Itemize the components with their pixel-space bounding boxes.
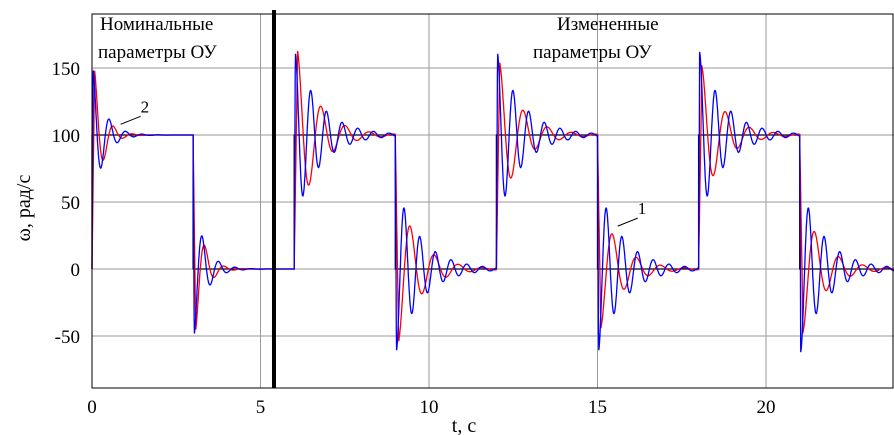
annotation-changed-line2: параметры ОУ	[533, 42, 652, 63]
response-series	[91, 50, 894, 353]
y-tick-label: -50	[55, 327, 80, 348]
curve-label-1: 1	[638, 199, 647, 218]
y-tick-label: 150	[52, 59, 81, 80]
curve-leader-1	[617, 217, 638, 227]
x-tick-label: 5	[256, 397, 266, 418]
series-red-line	[91, 50, 894, 342]
y-tick-label: 0	[71, 260, 81, 281]
x-axis-label: t, c	[452, 415, 477, 435]
curve-leader-2	[120, 115, 141, 125]
tick-labels: 0 5 10 15 20 -50 0 50 100 150	[52, 59, 776, 418]
x-tick-label: 10	[420, 397, 439, 418]
x-tick-label: 20	[757, 397, 776, 418]
series-blue-line	[91, 51, 894, 353]
curve-labels: 21	[120, 97, 647, 227]
plot-frame	[91, 13, 894, 389]
y-tick-label: 50	[61, 193, 80, 214]
x-tick-label: 15	[588, 397, 607, 418]
annotation-nominal-line2: параметры ОУ	[98, 42, 217, 63]
annotation-nominal-line1: Номинальные	[100, 14, 213, 35]
annotation-changed-line1: Измененные	[557, 14, 659, 35]
x-tick-label: 0	[87, 397, 97, 418]
y-tick-label: 100	[52, 126, 81, 147]
y-axis-label: ω, рад/с	[13, 175, 35, 242]
grid	[92, 14, 894, 388]
curve-label-2: 2	[141, 97, 150, 116]
